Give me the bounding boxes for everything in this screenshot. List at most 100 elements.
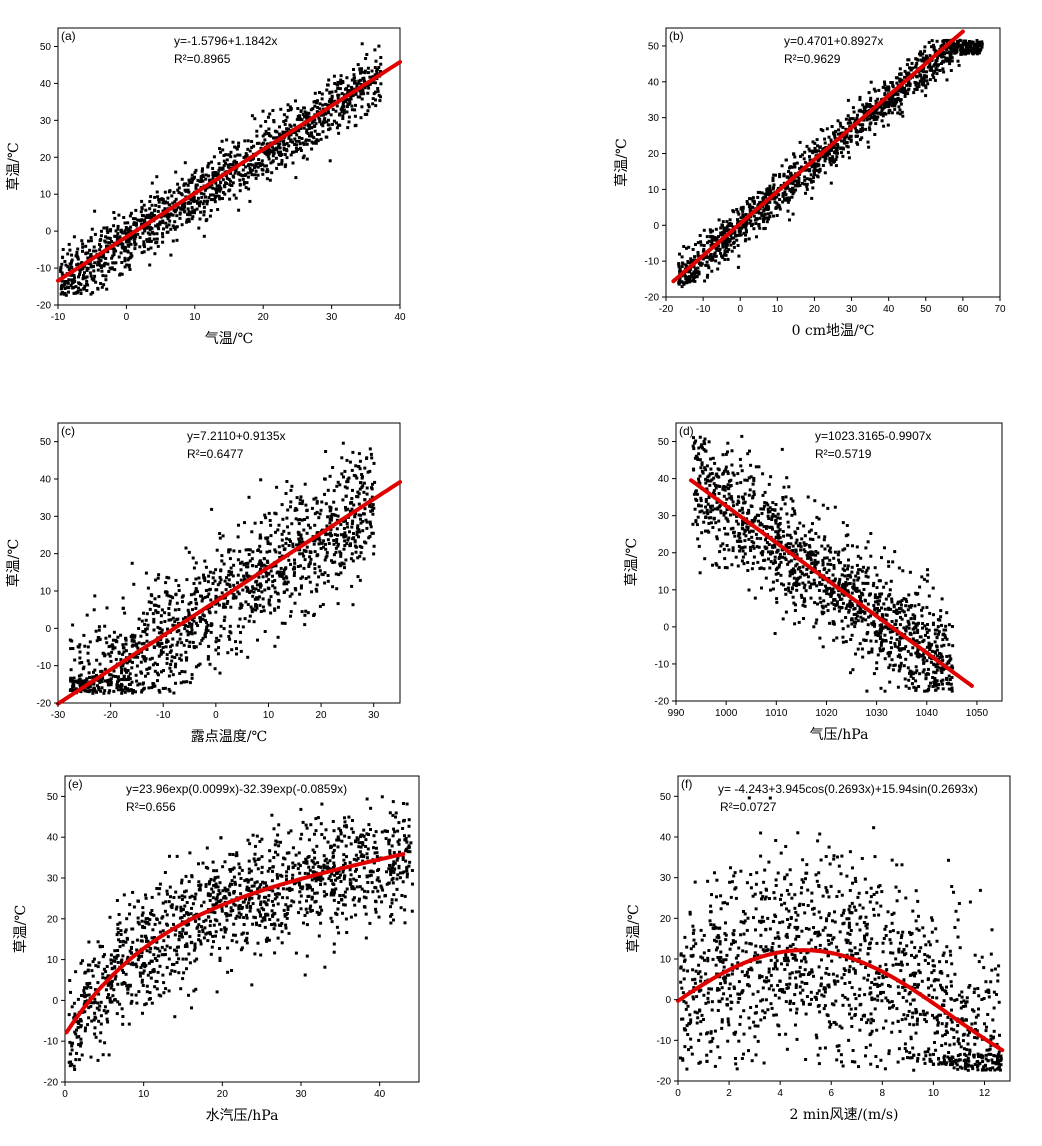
scatter-point bbox=[203, 559, 207, 563]
scatter-point bbox=[347, 536, 351, 540]
scatter-point bbox=[865, 632, 869, 636]
scatter-point bbox=[145, 648, 149, 651]
scatter-point bbox=[815, 174, 819, 178]
scatter-point bbox=[345, 486, 349, 490]
scatter-point bbox=[102, 652, 106, 656]
scatter-point bbox=[735, 233, 739, 237]
scatter-point bbox=[91, 291, 95, 295]
scatter-point bbox=[182, 680, 185, 684]
scatter-point bbox=[697, 270, 701, 274]
scatter-point bbox=[214, 181, 218, 185]
scatter-point bbox=[352, 76, 356, 80]
scatter-point bbox=[292, 565, 296, 569]
scatter-point bbox=[259, 124, 263, 128]
scatter-point bbox=[212, 571, 216, 575]
scatter-point bbox=[832, 603, 836, 606]
scatter-point bbox=[881, 649, 885, 653]
scatter-point bbox=[748, 449, 751, 453]
scatter-point bbox=[256, 638, 259, 642]
scatter-point bbox=[338, 87, 342, 91]
scatter-point bbox=[771, 587, 775, 591]
scatter-point bbox=[707, 440, 711, 444]
scatter-point bbox=[81, 249, 84, 253]
scatter-point bbox=[779, 540, 783, 544]
y-tick-label: 50 bbox=[40, 437, 52, 448]
scatter-point bbox=[276, 605, 280, 609]
scatter-point bbox=[264, 564, 268, 568]
scatter-point bbox=[768, 566, 772, 570]
scatter-point bbox=[127, 229, 131, 233]
scatter-point bbox=[722, 242, 726, 246]
scatter-point bbox=[175, 238, 179, 242]
scatter-point bbox=[236, 153, 240, 157]
scatter-point bbox=[208, 178, 212, 182]
scatter-point bbox=[337, 123, 340, 127]
scatter-point bbox=[254, 169, 258, 173]
scatter-point bbox=[107, 691, 111, 695]
scatter-point bbox=[346, 507, 350, 511]
scatter-point bbox=[876, 111, 880, 115]
scatter-point bbox=[327, 128, 331, 132]
scatter-point bbox=[311, 141, 315, 145]
scatter-point bbox=[157, 198, 161, 201]
scatter-point bbox=[177, 186, 181, 190]
scatter-point bbox=[301, 575, 304, 579]
scatter-point bbox=[702, 247, 706, 251]
scatter-point bbox=[116, 243, 120, 247]
scatter-point bbox=[234, 640, 237, 644]
x-tick-label: 0 bbox=[737, 304, 743, 315]
scatter-point bbox=[773, 200, 777, 204]
scatter-point bbox=[158, 221, 162, 225]
scatter-point bbox=[71, 681, 75, 684]
scatter-point bbox=[370, 456, 374, 460]
scatter-point bbox=[332, 542, 336, 546]
scatter-point bbox=[285, 576, 289, 580]
scatter-point bbox=[159, 630, 163, 634]
scatter-point bbox=[194, 168, 198, 172]
scatter-point bbox=[852, 110, 856, 114]
scatter-point bbox=[690, 260, 693, 264]
scatter-point bbox=[802, 157, 806, 161]
scatter-point bbox=[245, 181, 249, 185]
scatter-point bbox=[143, 245, 146, 249]
x-tick-label: 40 bbox=[394, 312, 406, 323]
scatter-point bbox=[890, 600, 894, 604]
scatter-point bbox=[147, 600, 151, 604]
scatter-point bbox=[254, 176, 258, 180]
scatter-point bbox=[898, 108, 902, 112]
scatter-points bbox=[691, 434, 955, 693]
scatter-point bbox=[306, 122, 310, 126]
scatter-point bbox=[878, 599, 881, 603]
x-tick-label: -20 bbox=[103, 710, 118, 721]
scatter-point bbox=[714, 259, 718, 263]
scatter-point bbox=[747, 476, 751, 480]
scatter-point bbox=[826, 544, 830, 548]
scatter-point bbox=[243, 521, 246, 525]
scatter-point bbox=[921, 606, 925, 610]
scatter-point bbox=[70, 266, 74, 270]
scatter-point bbox=[213, 579, 217, 583]
scatter-point bbox=[891, 101, 895, 105]
scatter-point bbox=[926, 573, 930, 577]
scatter-point bbox=[100, 285, 104, 289]
scatter-point bbox=[336, 602, 340, 606]
scatter-point bbox=[328, 521, 332, 525]
scatter-point bbox=[787, 170, 790, 173]
scatter-point bbox=[687, 270, 691, 274]
scatter-point bbox=[706, 241, 709, 245]
scatter-point bbox=[831, 579, 835, 583]
scatter-point bbox=[351, 603, 355, 607]
scatter-point bbox=[932, 43, 935, 47]
scatter-point bbox=[180, 223, 184, 227]
scatter-point bbox=[150, 215, 154, 219]
scatter-point bbox=[166, 196, 170, 200]
scatter-point bbox=[916, 649, 920, 653]
scatter-point bbox=[831, 573, 835, 577]
scatter-point bbox=[782, 583, 785, 587]
scatter-point bbox=[880, 107, 884, 111]
scatter-point bbox=[318, 120, 322, 124]
scatter-point bbox=[330, 533, 333, 537]
scatter-point bbox=[176, 640, 180, 644]
scatter-point bbox=[293, 143, 297, 146]
scatter-point bbox=[177, 589, 181, 592]
